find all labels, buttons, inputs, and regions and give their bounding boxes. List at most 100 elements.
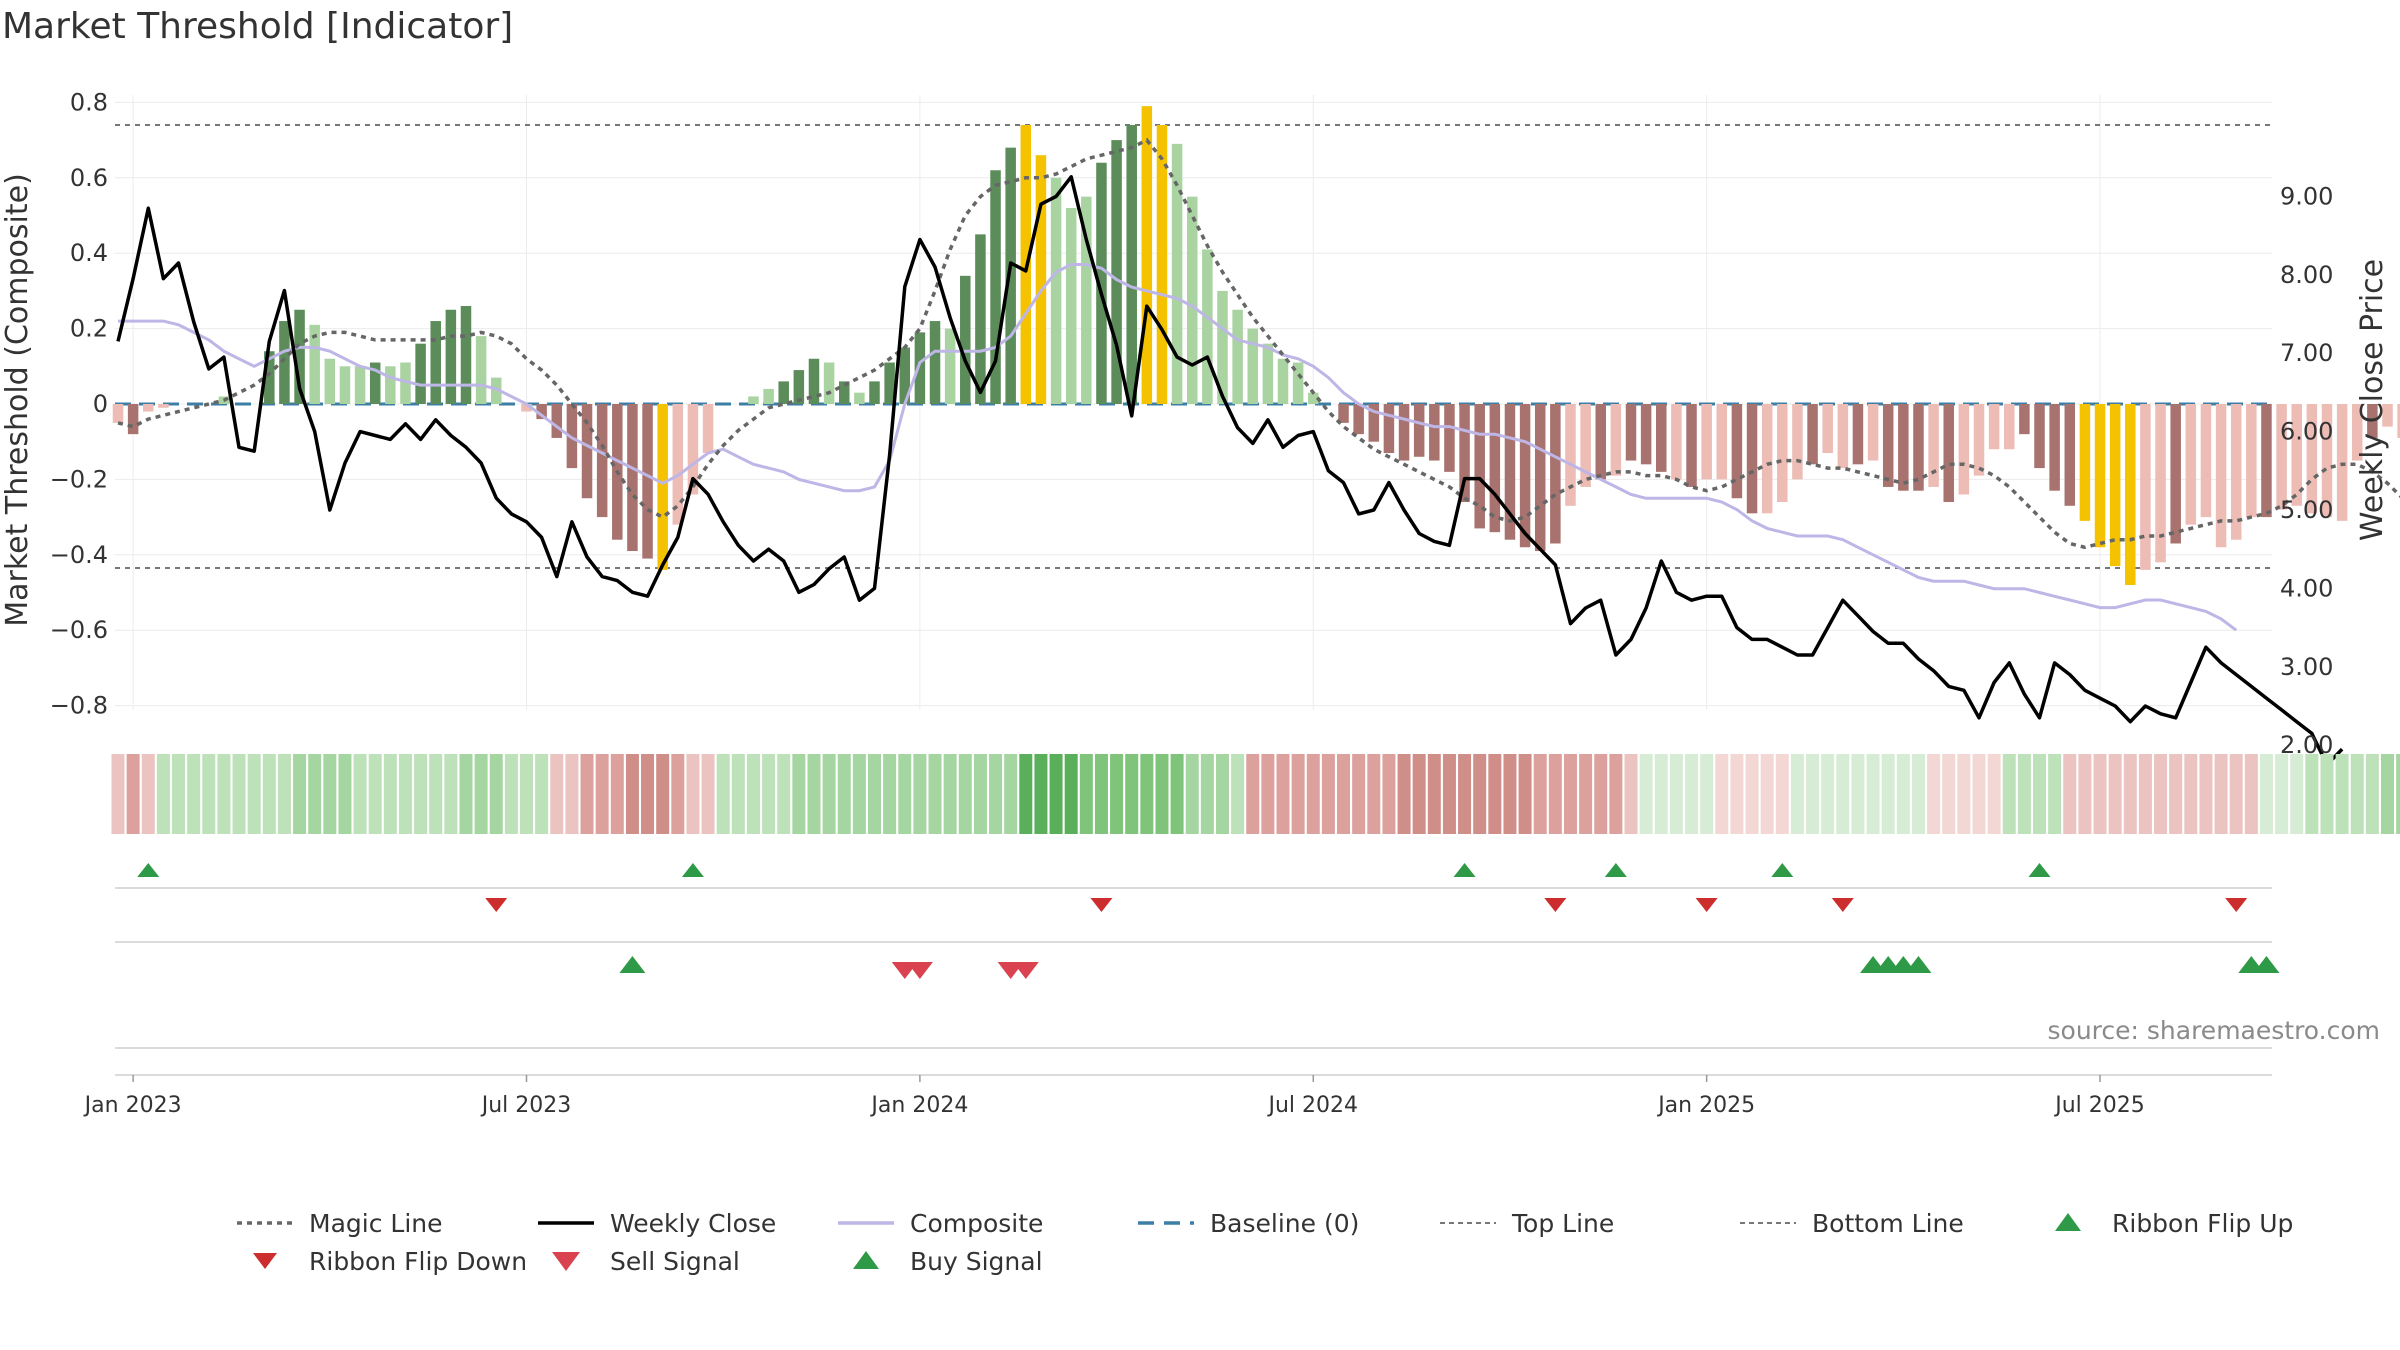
histogram-bar: [2019, 404, 2030, 435]
histogram-bar: [1807, 404, 1818, 465]
ribbon-cell: [1034, 754, 1048, 834]
ribbon-cell: [701, 754, 715, 834]
ribbon-cell: [414, 754, 428, 834]
histogram-bar: [869, 381, 880, 404]
weekly-close-line: [116, 175, 2344, 767]
ribbon-cell: [1488, 754, 1502, 834]
ribbon-cell: [1321, 754, 1335, 834]
ribbon-cell: [444, 754, 458, 834]
x-tick-label: Jan 2025: [1656, 1093, 1755, 1118]
legend-swatch: [552, 1252, 580, 1271]
histogram-bar: [1096, 162, 1107, 404]
ribbon-cell: [2229, 754, 2243, 834]
ribbon-cell: [1276, 754, 1290, 834]
histogram-bar: [1656, 404, 1667, 472]
ribbon-cell: [232, 754, 246, 834]
histogram-bar: [1489, 404, 1501, 533]
histogram-bar: [1852, 404, 1864, 465]
legend-item: Baseline (0): [1138, 1209, 1359, 1238]
ribbon-cell: [1125, 754, 1139, 834]
ribbon-cell: [580, 754, 594, 834]
legend-swatch: [253, 1253, 277, 1269]
ribbon-cell: [1367, 754, 1381, 834]
ribbon-cell: [1306, 754, 1320, 834]
histogram-bar: [445, 309, 457, 404]
ribbon-cell: [489, 754, 503, 834]
ribbon-cell: [1518, 754, 1532, 834]
ribbon-cell: [1760, 754, 1774, 834]
legend-item: Buy Signal: [853, 1247, 1043, 1276]
x-tick-label: Jul 2025: [2053, 1093, 2145, 1118]
ribbon-cell: [989, 754, 1003, 834]
histogram-bar: [2049, 404, 2060, 491]
ribbon-cell: [353, 754, 367, 834]
ribbon-cell: [1715, 754, 1729, 834]
histogram-bar: [1232, 309, 1243, 404]
ribbon-cell: [1624, 754, 1638, 834]
ribbon-flip-down-marker: [2225, 898, 2248, 912]
ribbon-cell: [610, 754, 624, 834]
histogram-bar: [1413, 404, 1425, 457]
signal-rows: [115, 863, 2280, 1049]
histogram-bar: [1671, 404, 1682, 480]
ribbon-cell: [429, 754, 443, 834]
ribbon-cell: [1079, 754, 1093, 834]
histogram-bar: [1398, 404, 1410, 461]
x-tick-label: Jan 2023: [83, 1093, 182, 1118]
histogram-bar: [369, 362, 381, 404]
ribbon-cell: [1563, 754, 1577, 834]
histogram-bar: [294, 309, 305, 404]
ribbon-cell: [762, 754, 776, 834]
ribbon-cell: [172, 754, 186, 834]
left-tick-label: −0.8: [50, 692, 108, 720]
ribbon-cell: [2350, 754, 2364, 834]
ribbon-cell: [1427, 754, 1441, 834]
histogram-bar: [627, 404, 638, 552]
ribbon-cell: [565, 754, 579, 834]
ribbon-cell: [1654, 754, 1668, 834]
ribbon-cell: [1685, 754, 1699, 834]
ribbon-cell: [716, 754, 730, 834]
ribbon-cell: [1987, 754, 2001, 834]
histogram-bar: [2200, 404, 2212, 518]
histogram-bar: [763, 388, 774, 404]
legend-label: Baseline (0): [1210, 1209, 1359, 1238]
legend-swatch: [853, 1251, 879, 1269]
ribbon-cell: [277, 754, 291, 834]
histogram-bar: [309, 324, 320, 404]
histogram-bar: [2306, 404, 2318, 514]
histogram-bars: [112, 106, 2400, 585]
histogram-bar: [1565, 404, 1576, 506]
composite-line: [118, 263, 2238, 632]
histogram-bar: [2094, 404, 2106, 548]
ribbon-cell: [2275, 754, 2289, 834]
histogram-bar: [1701, 404, 1712, 480]
ribbon-cell: [2244, 754, 2258, 834]
histogram-bar: [2185, 404, 2197, 525]
right-tick-label: 7.00: [2280, 339, 2333, 367]
ribbon-cell: [2108, 754, 2122, 834]
ribbon-flip-up-marker: [2028, 863, 2051, 877]
ribbon-cell: [398, 754, 412, 834]
legend-label: Buy Signal: [910, 1247, 1043, 1276]
ribbon-cell: [2214, 754, 2228, 834]
ribbon-cell: [1231, 754, 1245, 834]
ribbon-cell: [1382, 754, 1396, 834]
ribbon-cell: [1170, 754, 1184, 834]
histogram-bar: [854, 392, 865, 404]
ribbon-cell: [504, 754, 518, 834]
histogram-bar: [1731, 404, 1743, 499]
histogram-bar: [884, 362, 895, 404]
ribbon-cell: [1548, 754, 1562, 834]
ribbon-cell: [1881, 754, 1895, 834]
ribbon-cell: [1261, 754, 1275, 834]
histogram-bar: [914, 332, 926, 404]
left-tick-label: 0.2: [70, 315, 108, 343]
ribbon-cell: [202, 754, 216, 834]
x-tick-label: Jul 2024: [1267, 1093, 1359, 1118]
chart-title: Market Threshold [Indicator]: [2, 6, 513, 47]
ribbon-cell: [1064, 754, 1078, 834]
histogram-bar: [1928, 404, 1939, 487]
histogram-bar: [581, 404, 593, 499]
legend-item: Composite: [838, 1209, 1043, 1238]
